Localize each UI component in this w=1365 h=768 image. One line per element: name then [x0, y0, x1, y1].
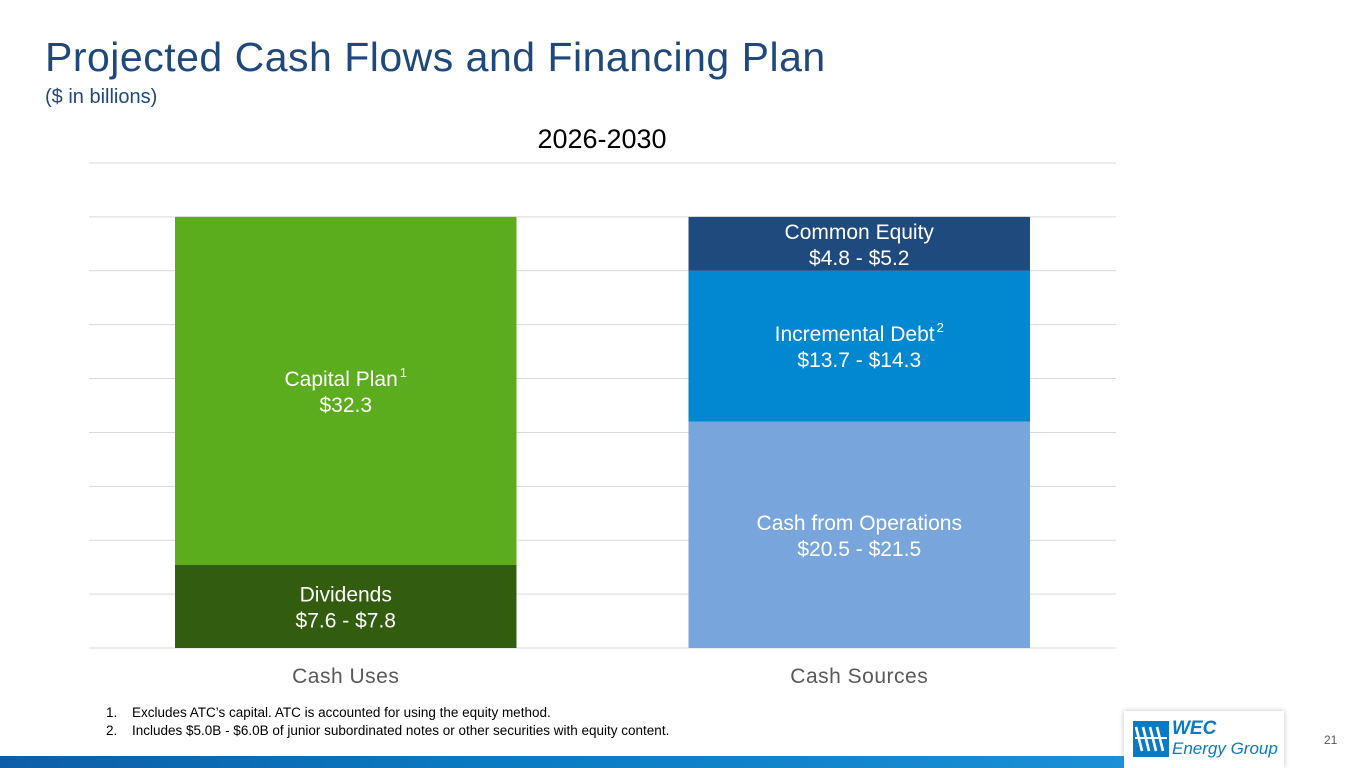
- footer-bar: [0, 756, 1124, 768]
- logo-energy-group: Energy Group: [1172, 739, 1278, 758]
- slide-title: Projected Cash Flows and Financing Plan: [45, 34, 826, 80]
- chart-title: 2026-2030: [537, 124, 667, 154]
- footnote-number: 2.: [106, 723, 118, 738]
- footnote-text: Excludes ATC’s capital. ATC is accounted…: [132, 705, 551, 720]
- segment-value-cash-from-operations: $20.5 - $21.5: [797, 538, 921, 561]
- bar-segment-incremental-debt: [688, 270, 1030, 422]
- footnote-1: 1. Excludes ATC’s capital. ATC is account…: [106, 704, 669, 722]
- footnotes: 1. Excludes ATC’s capital. ATC is account…: [106, 704, 669, 740]
- bar-segment-common-equity: [688, 216, 1030, 271]
- category-label: Cash Uses: [292, 665, 399, 688]
- footnote-2: 2. Includes $5.0B - $6.0B of junior subor…: [106, 722, 669, 740]
- wec-logo-icon: [1133, 721, 1169, 757]
- bar-segment-capital-plan: [175, 216, 517, 566]
- segment-label-dividends: Dividends: [300, 584, 392, 607]
- segment-label-cash-from-operations: Cash from Operations: [757, 512, 962, 535]
- page-number: 21: [1324, 733, 1338, 747]
- slide-subtitle: ($ in billions): [45, 86, 158, 108]
- segment-value-capital-plan: $32.3: [319, 394, 372, 417]
- segment-value-incremental-debt: $13.7 - $14.3: [797, 349, 921, 372]
- segment-label-incremental-debt: Incremental Debt 2: [775, 320, 944, 346]
- logo-text: WEC Energy Group: [1172, 719, 1278, 759]
- footnote-superscript: 2: [937, 320, 944, 335]
- segment-label-capital-plan: Capital Plan 1: [285, 365, 407, 391]
- footnote-superscript: 1: [400, 365, 407, 380]
- company-logo: WEC Energy Group: [1124, 711, 1284, 768]
- logo-wec: WEC: [1172, 718, 1217, 739]
- footnote-text: Includes $5.0B - $6.0B of junior subordi…: [132, 723, 670, 738]
- bar-segment-dividends: [175, 565, 517, 648]
- bar-segment-cash-from-operations: [688, 421, 1030, 648]
- footnote-number: 1.: [106, 705, 118, 720]
- segment-value-common-equity: $4.8 - $5.2: [809, 247, 909, 270]
- category-label: Cash Sources: [790, 665, 928, 688]
- stacked-bar-chart: Dividends $7.6 - $7.8 Capital Plan 1 $32.3 Ca…: [89, 162, 1116, 688]
- segment-value-dividends: $7.6 - $7.8: [296, 610, 396, 633]
- segment-label-common-equity: Common Equity: [785, 221, 935, 244]
